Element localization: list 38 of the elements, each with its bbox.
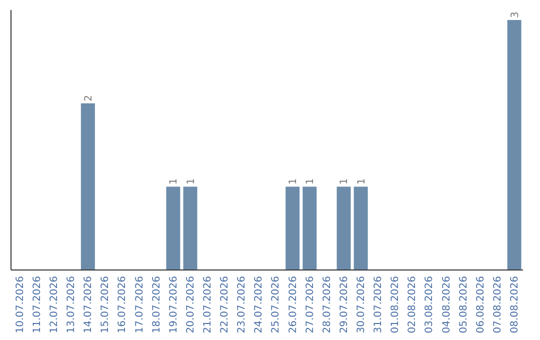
x-tick-label: 02.08.2026 <box>407 276 418 334</box>
x-tick-label: 23.07.2026 <box>236 276 248 334</box>
x-tick-label: 28.07.2026 <box>322 276 333 334</box>
x-tick-label: 20.07.2026 <box>185 276 196 334</box>
data-label: 1 <box>186 178 197 185</box>
x-tick-label: 26.07.2026 <box>288 276 299 334</box>
data-label: 1 <box>339 178 350 185</box>
x-tick-label: 01.08.2026 <box>390 276 402 334</box>
x-tick-label: 30.07.2026 <box>356 276 368 334</box>
x-tick-label: 10.07.2026 <box>14 276 26 334</box>
data-label: 1 <box>288 178 300 185</box>
x-tick-label: 17.07.2026 <box>134 276 146 334</box>
x-tick-label: 14.07.2026 <box>83 276 94 334</box>
data-label: 3 <box>510 12 521 18</box>
x-tick-label: 05.08.2026 <box>458 276 470 334</box>
x-tick-label: 11.07.2026 <box>32 276 43 334</box>
x-tick-label: 06.08.2026 <box>475 276 486 334</box>
x-tick-label: 16.07.2026 <box>117 276 128 334</box>
x-tick-label: 12.07.2026 <box>49 276 60 334</box>
x-tick-label: 31.07.2026 <box>373 276 384 334</box>
x-tick-label: 03.08.2026 <box>424 276 436 334</box>
x-tick-label: 25.07.2026 <box>270 276 282 334</box>
data-label: 2 <box>83 94 94 102</box>
x-tick-label: 21.07.2026 <box>202 276 214 334</box>
x-tick-label: 04.08.2026 <box>441 276 452 334</box>
x-tick-label: 27.07.2026 <box>304 276 316 334</box>
x-tick-label: 08.08.2026 <box>510 276 520 334</box>
data-label: 1 <box>356 178 368 185</box>
x-tick-label: 18.07.2026 <box>151 276 162 334</box>
data-label: 1 <box>305 178 316 185</box>
x-tick-label: 07.08.2026 <box>492 276 504 334</box>
x-tick-label: 24.07.2026 <box>254 276 265 334</box>
x-tick-label: 29.07.2026 <box>338 276 350 334</box>
x-tick-label: 22.07.2026 <box>220 276 231 334</box>
x-tick-label: 15.07.2026 <box>100 276 112 334</box>
data-label: 1 <box>168 178 180 185</box>
x-tick-label: 19.07.2026 <box>168 276 180 334</box>
x-tick-label: 13.07.2026 <box>66 276 78 334</box>
